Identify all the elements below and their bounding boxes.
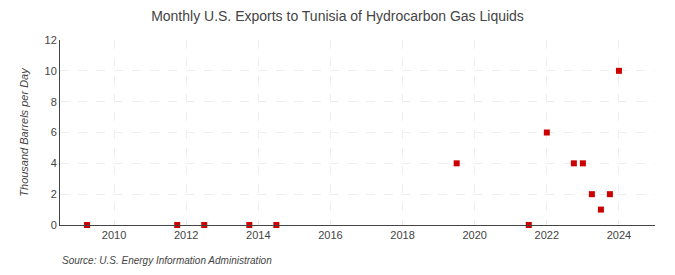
svg-text:Monthly U.S. Exports to Tunisi: Monthly U.S. Exports to Tunisia of Hydro… (151, 8, 524, 24)
svg-text:6: 6 (51, 126, 57, 138)
svg-text:Thousand Barrels per Day: Thousand Barrels per Day (18, 67, 30, 197)
svg-text:Source: U.S. Energy Informatio: Source: U.S. Energy Information Administ… (62, 255, 272, 266)
svg-text:12: 12 (45, 34, 57, 46)
svg-text:0: 0 (51, 219, 57, 231)
svg-text:2024: 2024 (607, 229, 631, 241)
svg-text:8: 8 (51, 96, 57, 108)
svg-text:2016: 2016 (318, 229, 342, 241)
svg-text:2018: 2018 (390, 229, 414, 241)
svg-text:2022: 2022 (535, 229, 559, 241)
svg-text:2012: 2012 (174, 229, 198, 241)
svg-text:4: 4 (51, 157, 57, 169)
svg-text:2020: 2020 (462, 229, 486, 241)
svg-text:10: 10 (45, 65, 57, 77)
svg-text:2: 2 (51, 188, 57, 200)
svg-text:2014: 2014 (246, 229, 270, 241)
svg-text:2010: 2010 (102, 229, 126, 241)
